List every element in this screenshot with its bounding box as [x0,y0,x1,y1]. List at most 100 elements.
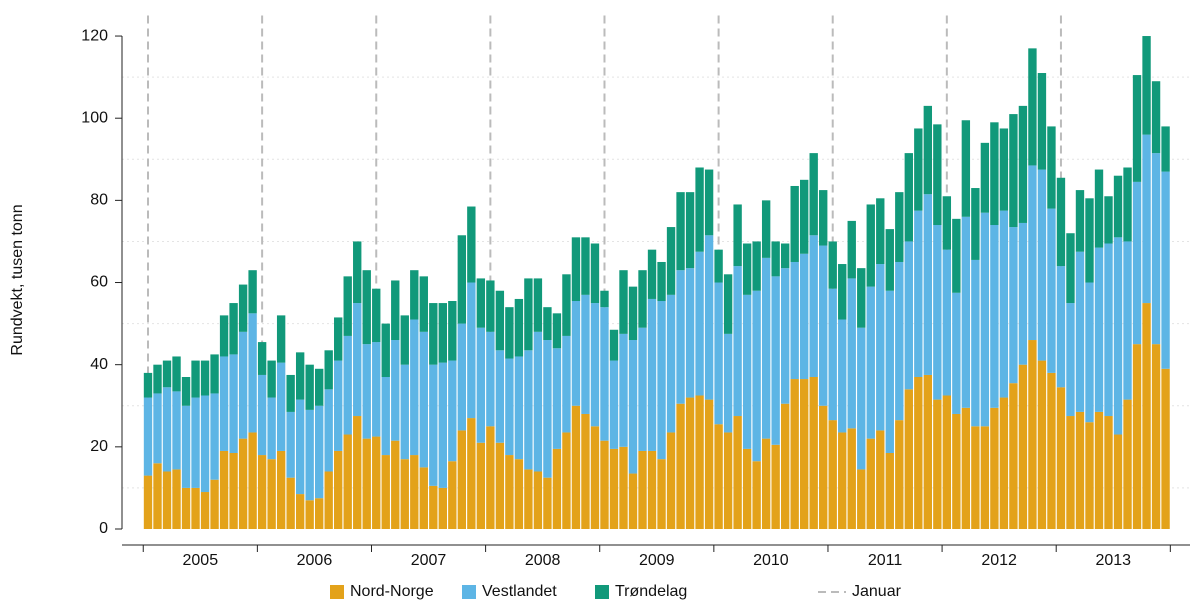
bar-segment [476,327,486,443]
bar-segment [524,350,533,470]
bar-segment [410,455,419,529]
bar-segment [429,364,438,486]
bar-segment [219,315,229,357]
legend-label: Trøndelag [615,583,687,600]
bar-segment [819,405,828,529]
bar-segment [1009,114,1018,228]
bar-segment [257,374,267,456]
bar-segment [1113,175,1123,238]
bar-segment [362,344,371,439]
bar-segment [562,335,571,433]
bar-segment [276,362,286,451]
bar-segment [1113,434,1123,529]
bar-segment [914,210,923,378]
bar-segment [448,301,457,361]
bar-segment [961,407,971,529]
bar-segment [295,352,305,400]
bar-segment [419,331,428,468]
bar-segment [495,290,505,351]
bar-segment [771,241,780,277]
bar-segment [761,200,771,258]
bar-segment [191,360,200,398]
bar-segment [343,335,352,435]
x-tick-label: 2007 [411,552,447,569]
bar-segment [438,362,447,488]
bar-segment [590,426,600,529]
bar-segment [324,471,333,529]
bar-segment [600,307,609,441]
bar-segment [695,167,704,252]
bar-segment [961,120,971,217]
bar-segment [238,284,248,332]
bar-segment [1028,165,1037,341]
bar-segment [419,467,428,529]
bar-segment [990,225,999,408]
bar-segment [1018,364,1028,529]
bar-segment [838,264,847,320]
bar-segment [647,298,657,451]
bar-segment [733,204,742,267]
bar-segment [704,169,714,236]
bar-segment [904,241,913,390]
bar-segment [1009,227,1018,384]
bar-segment [1113,237,1123,435]
bar-segment [533,471,543,529]
bar-segment [790,261,799,380]
legend-swatch [595,585,609,599]
y-tick-label: 120 [81,27,108,44]
bar-segment [381,377,390,456]
bar-segment [866,204,875,287]
bar-segment [457,323,467,431]
bar-segment [172,356,181,392]
bar-segment [1161,171,1170,369]
bar-segment [904,389,913,529]
bar-segment [153,393,162,464]
bar-segment [514,298,524,357]
bar-segment [552,448,562,529]
bar-segment [866,438,875,529]
bar-segment [162,471,172,529]
bar-segment [619,333,628,447]
bar-segment [647,249,657,299]
bar-segment [885,290,894,454]
bar-segment [761,257,771,439]
bar-segment [391,440,400,529]
bar-segment [695,251,704,396]
bar-segment [1132,75,1142,182]
bar-segment [552,313,562,349]
bar-segment [942,395,952,529]
bar-segment [1047,208,1056,373]
bar-segment [638,270,647,328]
bar-segment [628,286,638,341]
bar-segment [1056,177,1066,267]
bar-segment [990,122,999,226]
bar-segment [229,303,238,355]
bar-segment [885,229,894,291]
bar-segment [486,331,495,427]
bar-segment [847,278,856,429]
bar-segment [876,430,885,529]
bar-segment [381,455,390,529]
bar-segment [1047,126,1056,209]
bar-segment [704,399,714,529]
bar-segment [961,216,971,408]
bar-segment [742,448,752,529]
bar-segment [162,387,172,472]
bar-segment [1075,251,1085,412]
bar-segment [362,270,371,345]
bar-segment [438,303,447,363]
bar-segment [372,436,381,529]
bar-segment [771,276,780,445]
bar-segment [1151,153,1161,345]
bar-segment [790,185,799,262]
bar-segment [914,128,923,211]
bar-segment [1123,399,1132,529]
bar-segment [1142,134,1151,304]
bar-segment [971,426,980,529]
bar-segment [305,364,314,410]
bar-segment [733,416,742,529]
bar-segment [609,329,619,361]
y-tick-label: 80 [90,192,108,209]
bar-segment [295,494,305,529]
y-tick-label: 100 [81,109,108,126]
